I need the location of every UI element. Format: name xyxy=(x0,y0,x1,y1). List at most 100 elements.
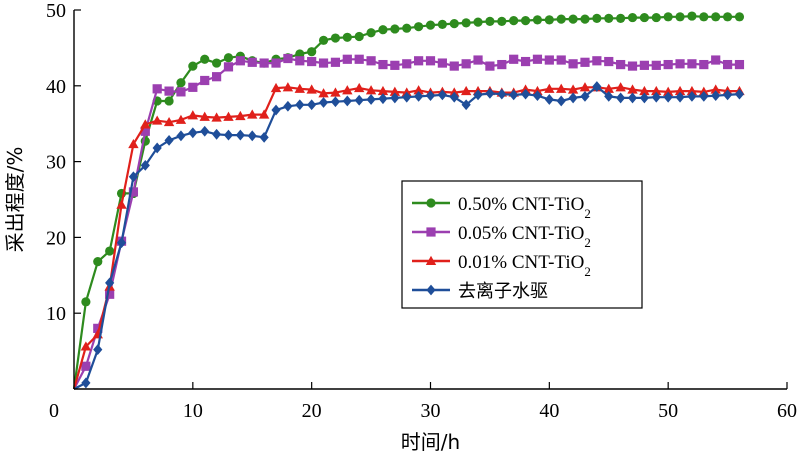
data-point xyxy=(651,12,661,23)
data-point xyxy=(734,59,745,70)
data-point xyxy=(544,83,555,93)
data-point xyxy=(152,142,162,154)
data-point xyxy=(390,24,400,34)
data-point xyxy=(627,12,638,23)
data-point xyxy=(663,12,673,22)
data-point xyxy=(592,81,602,92)
data-point xyxy=(580,14,590,24)
data-point xyxy=(81,297,91,307)
data-point xyxy=(604,13,614,23)
data-point xyxy=(390,60,400,70)
data-point xyxy=(532,90,543,102)
data-point xyxy=(271,104,281,116)
data-point xyxy=(568,59,578,69)
y-axis-title: 采出程度/% xyxy=(3,147,27,253)
data-point xyxy=(235,110,246,121)
data-point xyxy=(461,18,471,28)
data-point xyxy=(675,59,685,69)
data-point xyxy=(402,23,412,33)
data-point xyxy=(425,56,436,66)
data-point xyxy=(544,55,554,65)
x-tick-label: 60 xyxy=(777,400,797,422)
data-point xyxy=(663,59,673,70)
data-point xyxy=(556,95,566,107)
data-point xyxy=(306,84,317,94)
data-point xyxy=(318,35,329,45)
data-point xyxy=(128,171,139,183)
x-tick-label: 10 xyxy=(183,400,203,422)
data-point xyxy=(592,56,602,66)
data-point xyxy=(711,90,721,102)
data-point xyxy=(604,91,614,102)
legend-label: 0.50% CNT-TiO2 xyxy=(458,194,591,221)
data-point xyxy=(639,85,650,96)
data-point xyxy=(674,85,686,96)
legend-item: 去离子水驱 xyxy=(412,281,548,302)
y-tick-label: 40 xyxy=(46,76,66,98)
data-point xyxy=(259,58,269,68)
data-point xyxy=(627,92,638,104)
legend-item: 0.50% CNT-TiO2 xyxy=(412,194,591,221)
data-point xyxy=(354,54,364,64)
legend-marker xyxy=(426,198,436,208)
y-tick-label: 10 xyxy=(46,303,66,325)
data-point xyxy=(211,112,222,122)
data-point xyxy=(651,60,661,70)
data-point xyxy=(556,83,567,93)
data-point xyxy=(223,111,234,121)
data-point xyxy=(520,56,531,67)
data-point xyxy=(212,128,222,140)
data-point xyxy=(93,257,103,267)
data-point xyxy=(722,59,733,70)
data-point xyxy=(176,78,186,88)
data-point xyxy=(140,126,150,136)
data-point xyxy=(342,32,352,42)
axes: 0 10 20 30 40 50 60 10 20 30 40 50 xyxy=(46,0,797,422)
data-point xyxy=(188,82,198,92)
data-point xyxy=(164,96,174,106)
data-point xyxy=(603,83,614,93)
data-point xyxy=(662,86,674,96)
data-point xyxy=(330,96,341,108)
data-point xyxy=(152,84,162,94)
data-point xyxy=(687,91,697,102)
data-point xyxy=(568,14,578,24)
data-point xyxy=(413,85,424,95)
data-point xyxy=(390,92,400,104)
data-point xyxy=(235,56,245,66)
data-point xyxy=(687,59,697,69)
data-point xyxy=(639,12,650,23)
data-point xyxy=(105,289,115,299)
data-point xyxy=(295,99,305,111)
legend-item: 0.05% CNT-TiO2 xyxy=(412,223,591,250)
data-point xyxy=(616,13,626,23)
data-point xyxy=(402,59,412,69)
data-point xyxy=(247,57,257,67)
data-point xyxy=(270,82,282,93)
data-point xyxy=(81,361,91,371)
data-point xyxy=(283,53,293,64)
data-point xyxy=(651,85,662,96)
data-point xyxy=(627,61,638,71)
data-point xyxy=(282,82,294,92)
y-tick-label: 20 xyxy=(46,227,66,249)
data-point xyxy=(212,58,222,68)
data-point xyxy=(283,100,293,112)
data-point xyxy=(509,89,519,101)
data-point xyxy=(722,89,733,101)
data-point xyxy=(497,88,507,100)
legend-marker xyxy=(425,255,437,265)
data-point xyxy=(509,16,519,26)
data-point xyxy=(651,91,661,103)
data-point xyxy=(449,19,459,29)
data-point xyxy=(164,134,174,146)
data-point xyxy=(616,92,626,104)
data-point xyxy=(93,323,103,333)
legend-marker xyxy=(426,284,436,296)
data-point xyxy=(389,86,401,96)
data-point xyxy=(140,159,150,171)
data-point xyxy=(520,16,531,26)
data-point xyxy=(497,59,507,70)
